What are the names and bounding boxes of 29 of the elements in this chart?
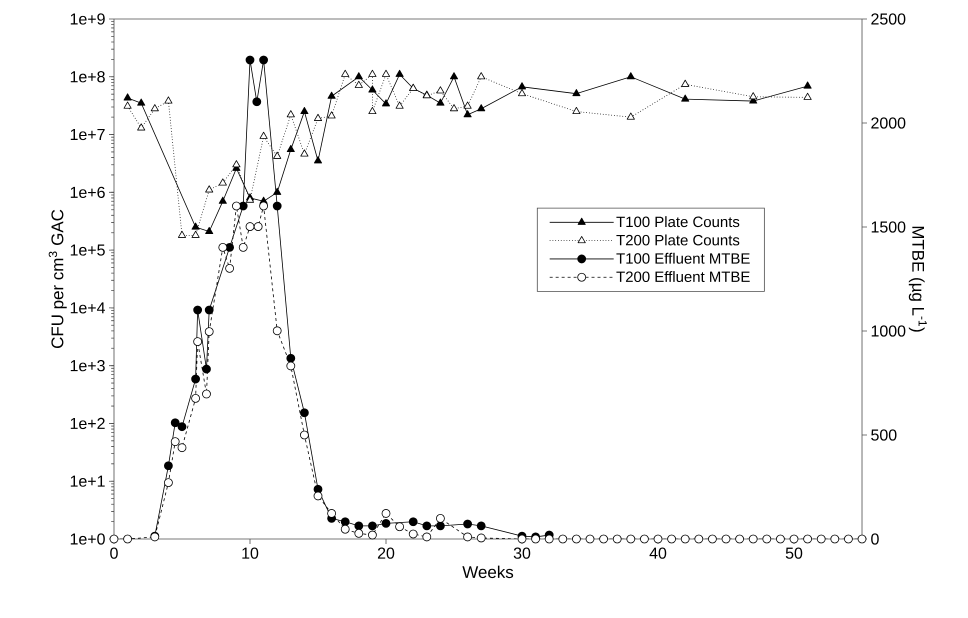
y2-tick-label: 1500	[872, 221, 906, 233]
x-tick-label: 20	[378, 548, 394, 559]
y-tick-label: 1e+5	[70, 244, 105, 256]
legend-label: T100 Effluent MTBE	[616, 252, 750, 264]
y-tick-label: 1e+2	[70, 418, 105, 430]
x-tick-label: 40	[650, 548, 666, 559]
y-tick-label: 1e+3	[70, 360, 105, 372]
y-tick-label: 1e+4	[70, 302, 105, 314]
x-tick-label: 50	[786, 548, 802, 559]
y2-tick-label: 2500	[871, 13, 906, 25]
y-tick-label: 1e+7	[70, 128, 105, 140]
y-axis-title: CFU per cm$^{3}$ GAC	[48, 210, 67, 348]
legend-label: T100 Plate Counts	[616, 216, 740, 228]
y2-tick-label: 0	[871, 533, 879, 545]
x-axis-title: Weeks	[462, 566, 514, 578]
legend-label: T200 Plate Counts	[616, 234, 740, 246]
y-tick-label: 1e+0	[70, 533, 105, 545]
y2-tick-label: 1000	[872, 325, 906, 337]
y2-axis-title: MTBE (µg L$^{-1}$)	[908, 226, 927, 332]
y-tick-label: 1e+9	[70, 13, 105, 25]
y-tick-label: 1e+1	[70, 476, 105, 487]
y-tick-label: 1e+6	[70, 186, 105, 198]
legend-label: T200 Effluent MTBE	[616, 271, 750, 282]
y-tick-label: 1e+8	[70, 71, 105, 82]
x-tick-label: 10	[242, 548, 258, 559]
y2-tick-label: 2000	[871, 117, 906, 129]
x-tick-label: 30	[514, 548, 530, 559]
y2-tick-label: 500	[871, 429, 896, 441]
x-tick-label: 0	[110, 548, 118, 559]
